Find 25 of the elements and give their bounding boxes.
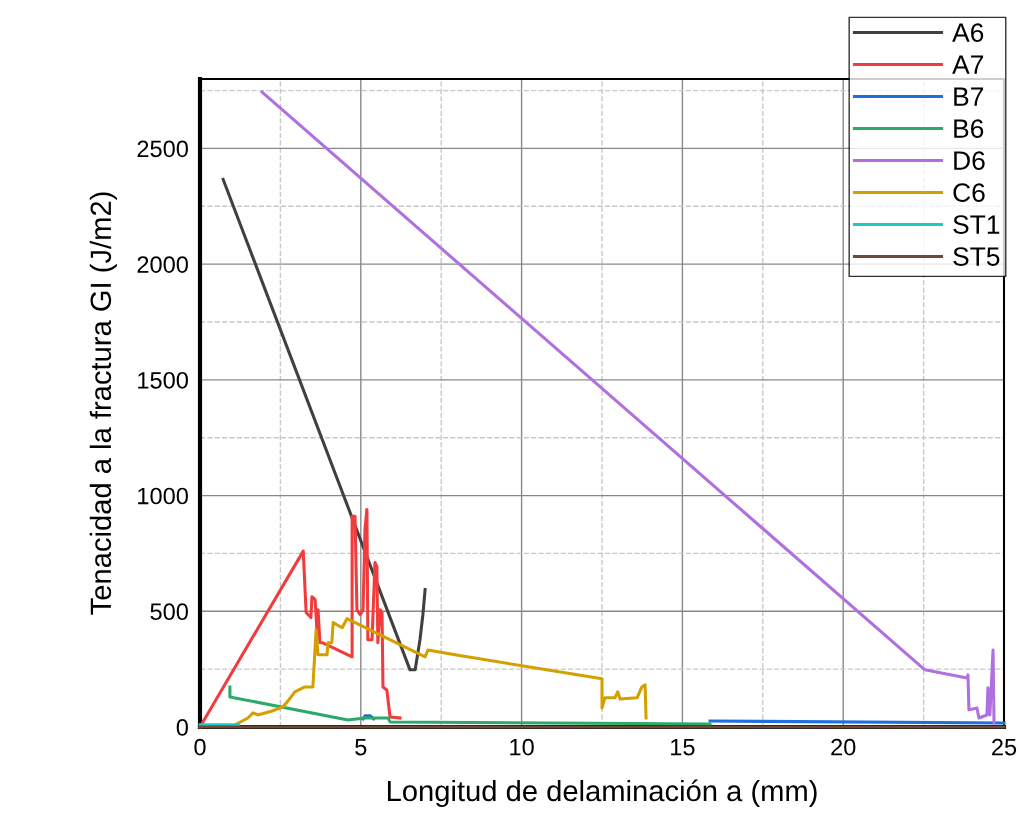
legend-label: A7 — [952, 55, 984, 74]
x-tick-label: 25 — [992, 738, 1017, 756]
legend-label: ST1 — [953, 215, 1000, 234]
x-tick-label: 15 — [671, 738, 695, 756]
legend-label: A6 — [952, 23, 984, 43]
y-tick-label: 2000 — [137, 256, 188, 273]
line-series — [228, 685, 712, 726]
legend-label: D6 — [954, 151, 985, 170]
legend-label: B7 — [954, 87, 984, 106]
y-tick-label: 0 — [176, 719, 188, 736]
y-tick-label: 1500 — [138, 371, 188, 389]
line-series — [235, 617, 648, 726]
x-tick-label: 5 — [355, 738, 367, 756]
legend-label: B6 — [954, 119, 984, 138]
y-tick-label: 1000 — [138, 487, 188, 505]
x-tick-label: 10 — [510, 738, 534, 756]
legend-label: ST5 — [953, 247, 1000, 266]
y-tick-label: 500 — [150, 603, 188, 621]
x-tick-label: 0 — [194, 738, 206, 756]
legend-label: C6 — [953, 183, 985, 202]
y-axis-title: Tenacidad a la fractura GI (J/m2) — [89, 192, 117, 615]
x-tick-label: 20 — [831, 738, 856, 756]
y-tick-label: 2500 — [137, 140, 188, 158]
line-series — [221, 177, 427, 672]
x-axis-title: Longitud de delaminación a (mm) — [387, 779, 817, 808]
